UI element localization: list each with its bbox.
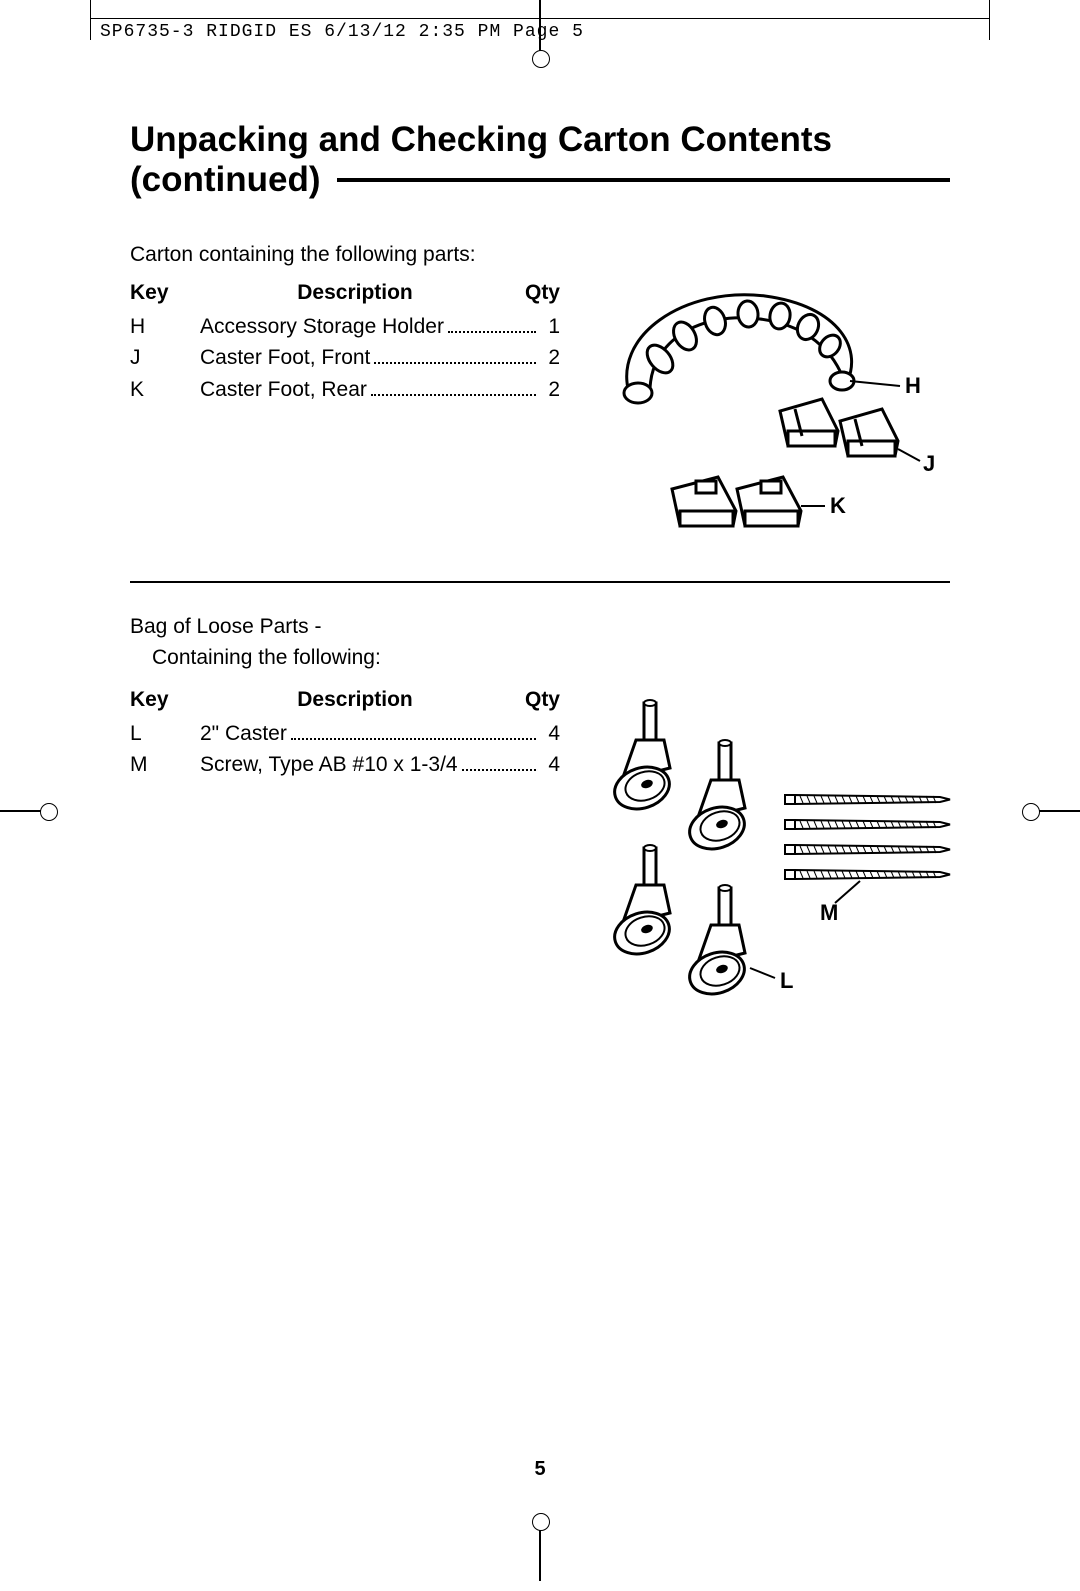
section-divider [130,581,950,583]
td-qty: 2 [540,342,560,374]
table-row: M Screw, Type AB #10 x 1-3/4 4 [130,749,560,781]
th-qty: Qty [510,688,560,712]
td-key: L [130,718,200,750]
td-qty: 2 [540,374,560,406]
section2-table: Key Description Qty L 2" Caster 4 M Scre… [130,688,560,781]
title-line-1: Unpacking and Checking Carton Contents [130,120,950,160]
title-line-2: (continued) [130,160,321,200]
callout-K: K [830,493,846,519]
th-key: Key [130,281,200,305]
crop-mark-bottom [539,1521,541,1581]
table-row: K Caster Foot, Rear 2 [130,374,560,406]
section-title: Unpacking and Checking Carton Contents (… [130,120,950,201]
page-content: Unpacking and Checking Carton Contents (… [130,120,950,1018]
section2-body: Key Description Qty L 2" Caster 4 M Scre… [130,688,950,1018]
td-key: J [130,342,200,374]
callout-J: J [923,451,935,477]
bag-intro-line1: Bag of Loose Parts - [130,611,950,643]
section2-intro: Bag of Loose Parts - Containing the foll… [130,611,950,674]
section2-figure: L M [590,688,970,1018]
section1-intro: Carton containing the following parts: [130,243,950,267]
td-key: H [130,311,200,343]
table-header: Key Description Qty [130,688,560,712]
td-desc: Caster Foot, Rear [200,374,367,406]
dot-leader [448,331,536,333]
td-desc: Screw, Type AB #10 x 1-3/4 [200,749,458,781]
dot-leader [374,362,536,364]
th-desc: Description [200,688,510,712]
section1-body: Key Description Qty H Accessory Storage … [130,281,950,541]
th-key: Key [130,688,200,712]
th-qty: Qty [510,281,560,305]
td-desc: Accessory Storage Holder [200,311,444,343]
td-desc: 2" Caster [200,718,287,750]
crop-frame-left [90,0,91,40]
table-row: L 2" Caster 4 [130,718,560,750]
th-desc: Description [200,281,510,305]
dot-leader [371,394,536,396]
td-key: K [130,374,200,406]
callout-L: L [780,968,793,994]
td-qty: 4 [540,718,560,750]
parts-illustration-1 [590,281,950,541]
crop-frame-right [989,0,990,40]
print-header-meta: SP6735-3 RIDGID ES 6/13/12 2:35 PM Page … [100,22,584,42]
section1-figure: H J K [590,281,950,541]
crop-mark-right [1030,810,1080,812]
bag-intro-line2: Containing the following: [130,642,950,674]
crop-mark-left [0,810,50,812]
td-qty: 4 [540,749,560,781]
section1-table: Key Description Qty H Accessory Storage … [130,281,560,406]
td-qty: 1 [540,311,560,343]
title-line-2-wrap: (continued) [130,160,950,200]
td-key: M [130,749,200,781]
callout-H: H [905,373,921,399]
table-header: Key Description Qty [130,281,560,305]
td-desc: Caster Foot, Front [200,342,370,374]
page-number: 5 [534,1458,545,1481]
dot-leader [291,738,536,740]
callout-M: M [820,900,838,926]
table-row: J Caster Foot, Front 2 [130,342,560,374]
title-rule [337,178,950,182]
table-row: H Accessory Storage Holder 1 [130,311,560,343]
dot-leader [462,769,536,771]
